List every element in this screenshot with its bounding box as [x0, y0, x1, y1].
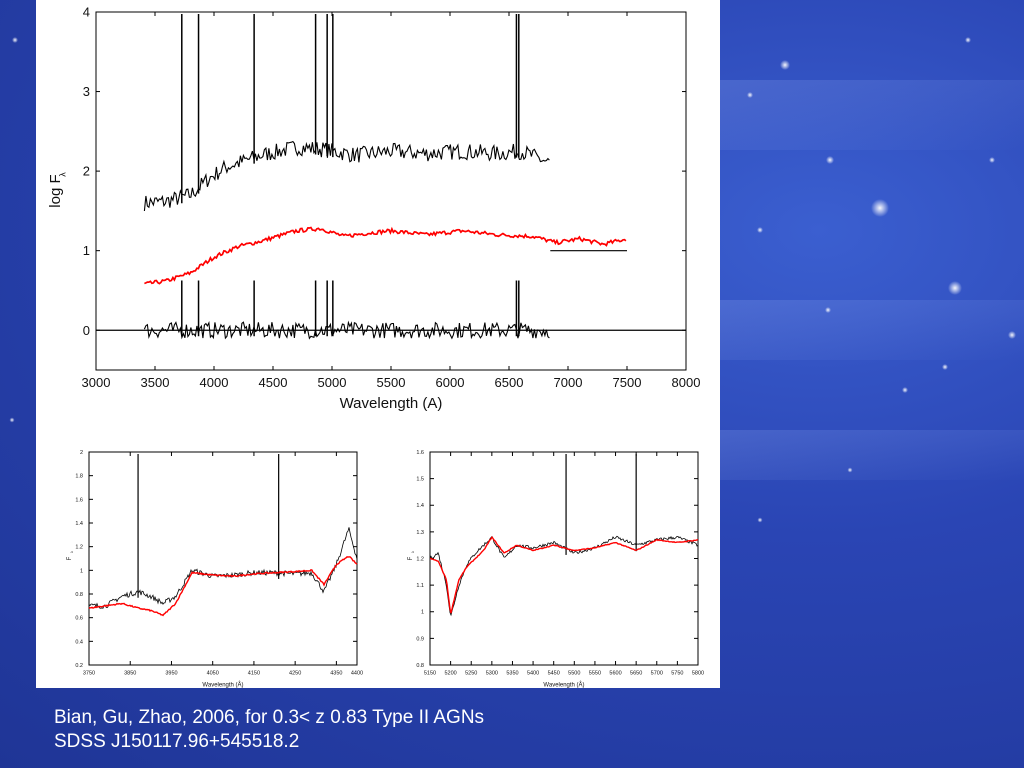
- x-tick-label: 4500: [259, 375, 288, 390]
- plot-frame: [88, 451, 358, 666]
- x-tick-label: 5600: [609, 671, 621, 677]
- y-axis-label-subscript: λ: [70, 551, 74, 553]
- y-axis-label: log F: [47, 174, 64, 207]
- x-tick-label: 6500: [495, 375, 524, 390]
- y-tick-label: 2: [80, 450, 83, 456]
- x-tick-label: 5550: [589, 671, 601, 677]
- chart-1: 3000 3500 4000 4500 5000 5500 6000 6500 7000 7500…: [47, 5, 700, 412]
- chart-3: 5150 5200 5250 5300 5350 5400 5450 5500 5550 5600…: [408, 450, 704, 689]
- x-tick-label: 5500: [568, 671, 580, 677]
- x-tick-label: 5400: [527, 671, 539, 677]
- y-tick-label: 1.4: [416, 503, 424, 509]
- series-line-residual: [143, 320, 550, 340]
- x-axis-label: Wavelength (Å): [202, 682, 243, 689]
- x-tick-label: 5450: [548, 671, 560, 677]
- x-tick-label: 5700: [651, 671, 663, 677]
- x-tick-label: 8000: [672, 375, 701, 390]
- x-tick-label: 5150: [424, 671, 436, 677]
- y-tick-label: 0.8: [75, 592, 83, 598]
- x-tick-label: 6000: [436, 375, 465, 390]
- y-tick-label: 1.6: [416, 450, 424, 456]
- y-tick-label: 0.2: [75, 663, 83, 669]
- x-tick-label: 5300: [486, 671, 498, 677]
- caption-citation: Bian, Gu, Zhao, 2006, for 0.3< z 0.83 Ty…: [54, 707, 485, 728]
- series-line-stellar-model: [144, 226, 627, 285]
- y-tick-label: 4: [83, 5, 90, 20]
- y-tick-label: 1: [80, 568, 83, 574]
- x-tick-label: 5350: [506, 671, 518, 677]
- x-tick-label: 4050: [207, 671, 219, 677]
- y-tick-label: 1.2: [75, 545, 83, 551]
- x-tick-label: 3850: [124, 671, 136, 677]
- y-tick-label: 1.1: [416, 583, 424, 589]
- x-tick-label: 3950: [165, 671, 177, 677]
- slide-caption: Bian, Gu, Zhao, 2006, for 0.3< z 0.83 Ty…: [54, 706, 484, 754]
- y-axis-label: F: [67, 556, 73, 560]
- y-tick-label: 1.6: [75, 497, 83, 503]
- x-tick-label: 4000: [200, 375, 229, 390]
- y-tick-label: 0.8: [416, 663, 424, 669]
- x-tick-label: 4250: [289, 671, 301, 677]
- spectra-figure: 3000 3500 4000 4500 5000 5500 6000 6500 7000 7500…: [47, 5, 704, 689]
- x-tick-label: 5800: [692, 671, 704, 677]
- y-axis-label: F: [408, 556, 414, 560]
- y-tick-label: 1.8: [75, 474, 83, 480]
- y-tick-label: 1: [421, 610, 424, 616]
- x-tick-label: 5250: [465, 671, 477, 677]
- figure-panel: 3000 3500 4000 4500 5000 5500 6000 6500 7000 7500…: [36, 0, 720, 689]
- x-axis-label: Wavelength (Å): [543, 682, 584, 689]
- series-line-observed: [88, 527, 358, 609]
- caption-object-id: SDSS J150117.96+545518.2: [54, 731, 300, 752]
- y-tick-label: 0.9: [416, 636, 424, 642]
- x-tick-label: 5200: [444, 671, 456, 677]
- y-tick-label: 3: [83, 84, 90, 99]
- x-axis-label: Wavelength (A): [340, 395, 443, 412]
- x-tick-label: 4350: [330, 671, 342, 677]
- series-line-model: [88, 556, 358, 617]
- chart-2: 3750 3850 3950 4050 4150 4250 4350 4400 0.2 0.4 0.…: [67, 450, 363, 689]
- x-tick-label: 3000: [82, 375, 111, 390]
- y-tick-label: 1.5: [416, 477, 424, 483]
- x-tick-label: 7500: [613, 375, 642, 390]
- x-tick-label: 5750: [671, 671, 683, 677]
- y-tick-label: 1.2: [416, 556, 424, 562]
- x-tick-label: 3750: [83, 671, 95, 677]
- x-tick-label: 5000: [318, 375, 347, 390]
- y-tick-label: 0: [83, 323, 90, 338]
- y-axis-label-subscript: λ: [411, 551, 415, 553]
- x-tick-label: 7000: [554, 375, 583, 390]
- x-tick-label: 5650: [630, 671, 642, 677]
- y-tick-label: 1.3: [416, 530, 424, 536]
- x-tick-label: 4150: [248, 671, 260, 677]
- y-axis-label-subscript: λ: [57, 172, 67, 177]
- series-line-observed-spectrum: [143, 140, 550, 212]
- y-tick-label: 2: [83, 164, 90, 179]
- series-line-model: [429, 535, 699, 614]
- x-tick-label: 5500: [377, 375, 406, 390]
- x-tick-label: 4400: [351, 671, 363, 677]
- plot-frame: [95, 11, 687, 371]
- x-tick-label: 3500: [141, 375, 170, 390]
- y-tick-label: 0.6: [75, 616, 83, 622]
- y-tick-label: 1: [83, 243, 90, 258]
- y-tick-label: 0.4: [75, 639, 83, 645]
- y-tick-label: 1.4: [75, 521, 83, 527]
